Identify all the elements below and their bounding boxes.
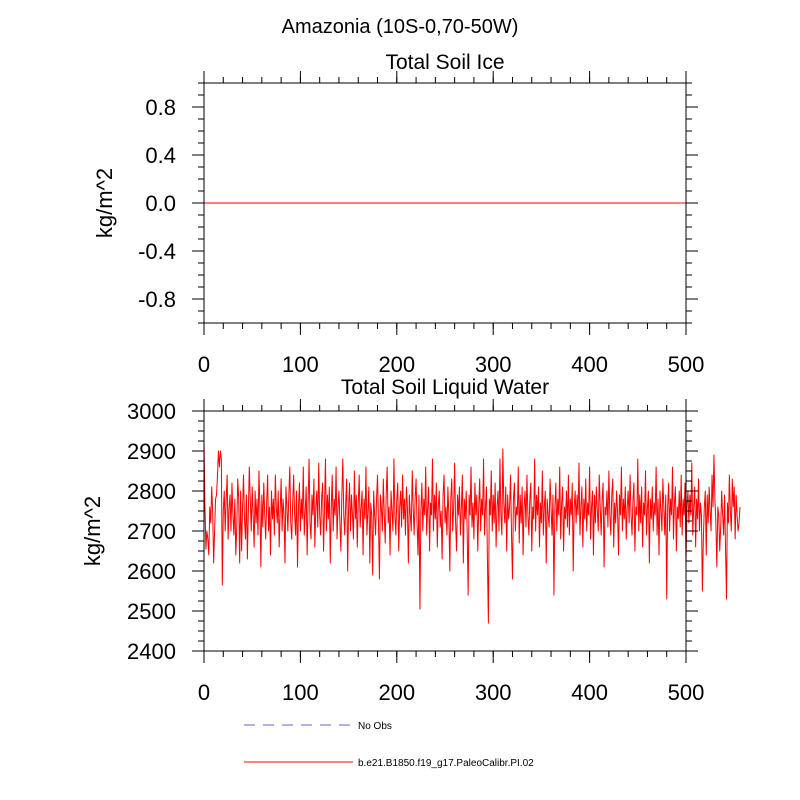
panel-title: Total Soil Liquid Water xyxy=(341,376,549,399)
y-tick-label: 2700 xyxy=(127,519,176,544)
x-tick-label: 100 xyxy=(282,352,319,377)
x-tick-label: 0 xyxy=(198,680,210,705)
y-tick-label: 0.8 xyxy=(145,95,176,120)
figure-title: Amazonia (10S-0,70-50W) xyxy=(282,16,519,38)
x-tick-label: 0 xyxy=(198,352,210,377)
x-tick-label: 500 xyxy=(668,352,705,377)
y-tick-label: 2500 xyxy=(127,599,176,624)
legend-label-model: b.e21.B1850.f19_g17.PaleoCalibr.PI.02 xyxy=(358,758,534,769)
x-tick-label: 300 xyxy=(475,352,512,377)
x-tick-label: 500 xyxy=(668,680,705,705)
x-tick-label: 400 xyxy=(571,680,608,705)
x-tick-label: 400 xyxy=(571,352,608,377)
panel-title: Total Soil Ice xyxy=(385,51,504,74)
panel-total-soil-ice: Total Soil Ice kg/m^2 0 100 200 300 400 500 -0.8… xyxy=(92,51,704,377)
series-line-liq xyxy=(203,440,741,624)
y-tick-label: -0.4 xyxy=(138,239,176,264)
legend-label-no-obs: No Obs xyxy=(358,721,392,732)
legend: No Obs b.e21.B1850.f19_g17.PaleoCalibr.P… xyxy=(244,721,534,769)
y-tick-label: 0.0 xyxy=(145,191,176,216)
panel-total-soil-liquid-water: Total Soil Liquid Water kg/m^2 0 100 200 300 4… xyxy=(80,376,741,705)
x-tick-label: 100 xyxy=(282,680,319,705)
y-tick-label: -0.8 xyxy=(138,287,176,312)
y-tick-label: 2800 xyxy=(127,479,176,504)
y-tick-label: 3000 xyxy=(127,399,176,424)
x-tick-label: 200 xyxy=(378,352,415,377)
x-tick-label: 300 xyxy=(475,680,512,705)
y-axis-label: kg/m^2 xyxy=(92,168,117,238)
y-axis-label: kg/m^2 xyxy=(80,496,105,566)
x-tick-label: 200 xyxy=(378,680,415,705)
y-tick-label: 2400 xyxy=(127,639,176,664)
y-tick-label: 2900 xyxy=(127,439,176,464)
y-tick-label: 0.4 xyxy=(145,143,176,168)
y-tick-label: 2600 xyxy=(127,559,176,584)
